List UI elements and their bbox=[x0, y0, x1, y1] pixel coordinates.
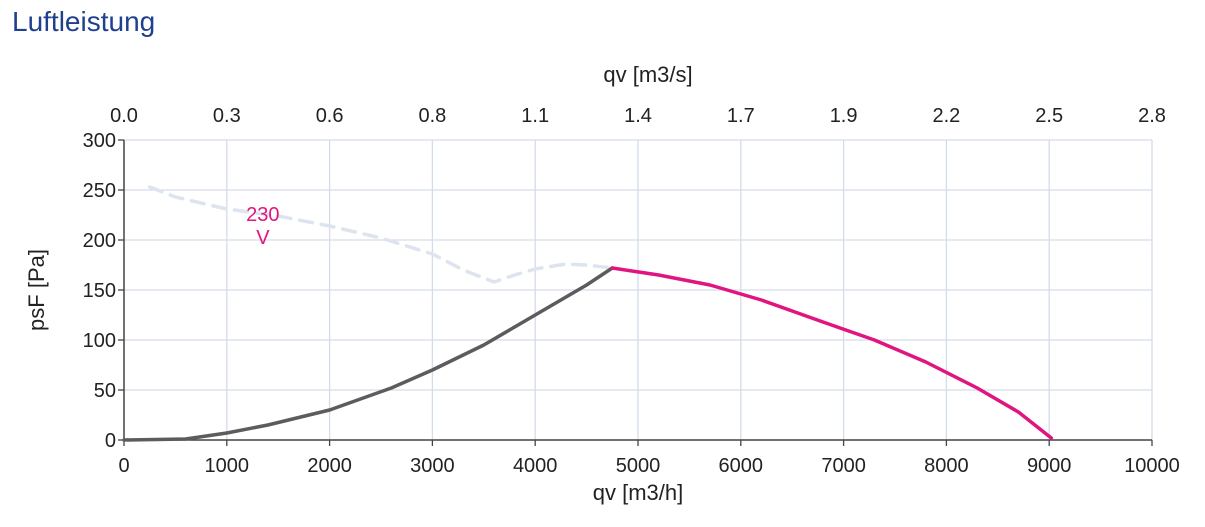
x2-tick-label: 2.2 bbox=[932, 105, 960, 127]
x2-tick-label: 0.3 bbox=[213, 105, 241, 127]
y-tick-label: 50 bbox=[94, 380, 116, 402]
x2-tick-label: 0.0 bbox=[110, 105, 138, 127]
x2-tick-label: 1.4 bbox=[624, 105, 652, 127]
y-tick-label: 150 bbox=[83, 280, 116, 302]
x-tick-label: 0 bbox=[118, 455, 129, 477]
series-line-0 bbox=[147, 185, 615, 284]
chart-title: Luftleistung bbox=[12, 6, 156, 37]
x-tick-label: 9000 bbox=[1027, 455, 1072, 477]
x-tick-label: 5000 bbox=[616, 455, 661, 477]
x2-tick-label: 2.5 bbox=[1035, 105, 1063, 127]
x2-tick-label: 1.1 bbox=[521, 105, 549, 127]
x2-axis-label: qv [m3/s] bbox=[603, 62, 692, 87]
x2-tick-label: 1.9 bbox=[830, 105, 858, 127]
x-axis-label: qv [m3/h] bbox=[593, 480, 683, 505]
x-tick-label: 2000 bbox=[307, 455, 352, 477]
x-tick-label: 3000 bbox=[410, 455, 455, 477]
y-tick-label: 200 bbox=[83, 230, 116, 252]
x-tick-label: 8000 bbox=[924, 455, 969, 477]
x2-tick-label: 0.8 bbox=[418, 105, 446, 127]
x2-tick-label: 0.6 bbox=[316, 105, 344, 127]
voltage-annotation: V bbox=[256, 227, 270, 249]
y-axis-label: psF [Pa] bbox=[24, 249, 49, 331]
y-tick-label: 300 bbox=[83, 130, 116, 152]
y-tick-label: 100 bbox=[83, 330, 116, 352]
x-tick-label: 4000 bbox=[513, 455, 558, 477]
x-tick-label: 1000 bbox=[205, 455, 250, 477]
series-line-2 bbox=[610, 266, 1054, 440]
x2-tick-label: 2.8 bbox=[1138, 105, 1166, 127]
x-tick-label: 6000 bbox=[719, 455, 764, 477]
x-tick-label: 10000 bbox=[1124, 455, 1180, 477]
series-line-1 bbox=[122, 266, 615, 442]
x-tick-label: 7000 bbox=[821, 455, 866, 477]
y-tick-label: 0 bbox=[105, 430, 116, 452]
voltage-annotation: 230 bbox=[246, 204, 279, 226]
y-tick-label: 250 bbox=[83, 180, 116, 202]
x2-tick-label: 1.7 bbox=[727, 105, 755, 127]
